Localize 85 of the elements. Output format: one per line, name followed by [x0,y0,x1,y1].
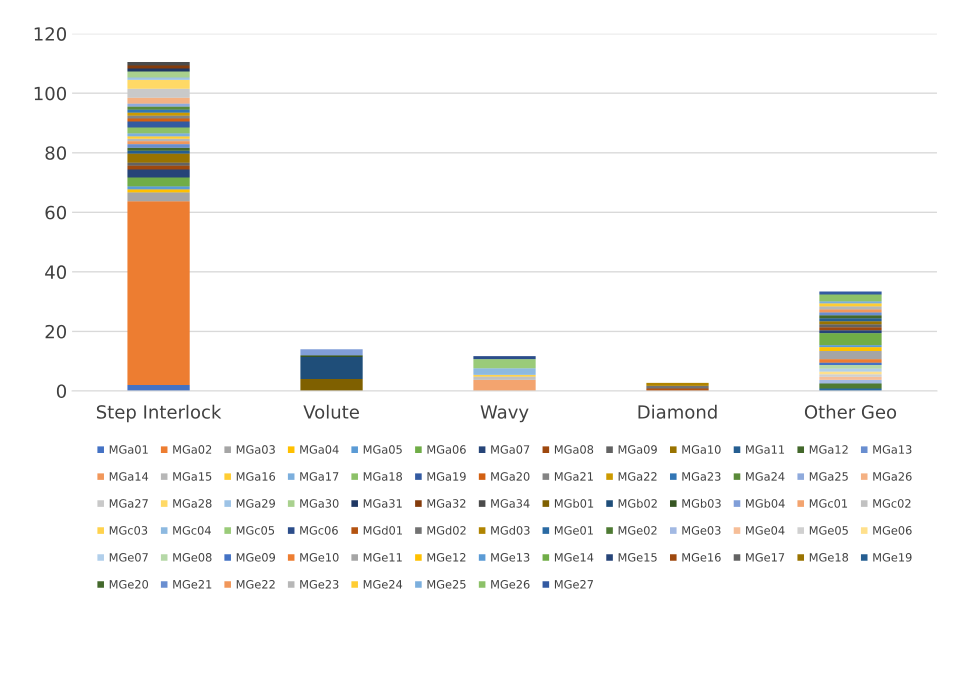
legend-label: MGe14 [554,553,594,562]
legend-label: MGa18 [364,472,402,481]
legend-label: MGe17 [746,553,784,562]
legend-label: MGa01 [110,445,148,454]
legend-label: MGc03 [110,526,148,535]
legend-label: MGa22 [618,472,657,481]
legend-label: MGe26 [491,580,530,589]
legend-label: MGe15 [618,553,657,562]
legend-label: MGe25 [427,580,466,589]
y-tick-label: 0 [56,384,66,398]
x-tick-label: Volute [303,404,359,419]
legend-label: MGa24 [746,472,784,481]
legend-label: MGe19 [873,553,912,562]
legend-label: MGe13 [491,553,530,562]
legend-label: MGe16 [682,553,721,562]
legend-label: MGa14 [110,472,148,481]
legend-label: MGa32 [427,499,466,508]
y-tick-label: 40 [45,265,66,279]
legend-label: MGa19 [427,472,466,481]
legend-label: MGd03 [491,526,530,535]
legend-label: MGa04 [300,445,339,454]
legend-label: MGe01 [554,526,593,535]
legend-label: MGa13 [873,445,912,454]
legend-label: MGe07 [110,553,148,562]
legend-label: MGb03 [682,498,721,508]
legend-label: MGa02 [173,445,212,454]
legend-label: MGe06 [873,526,912,535]
legend-label: MGa07 [491,445,530,454]
y-tick-label: 60 [46,206,66,220]
legend-label: MGa17 [300,472,338,481]
legend-label: MGe18 [810,553,848,562]
y-tick-label: 20 [46,324,66,338]
legend-label: MGc04 [173,526,211,535]
legend-label: MGd02 [427,526,466,535]
legend-label: MGa15 [173,472,212,481]
legend-label: MGa27 [110,499,148,508]
legend-label: MGb02 [618,498,657,508]
legend-label: MGe24 [364,580,402,589]
legend-label: MGa28 [173,499,212,508]
y-tick-label: 80 [45,146,66,160]
x-tick-label: Step Interlock [96,404,222,422]
legend-label: MGe11 [364,553,402,562]
legend-label: MGa08 [554,445,594,454]
legend-label: MGe09 [236,553,276,562]
legend-label: MGa16 [236,472,276,481]
legend-label: MGa10 [682,445,721,454]
legend-label: MGe04 [746,526,784,535]
legend-label: MGa26 [873,472,912,481]
legend-label: MGc01 [810,499,848,508]
legend-label: MGe10 [300,553,339,562]
x-tick-label: Wavy [480,405,529,422]
y-tick-label: 120 [34,27,66,41]
legend-label: MGe21 [173,580,212,589]
legend-label: MGc02 [873,499,910,508]
legend-label: MGe27 [554,580,593,589]
legend-label: MGa25 [810,472,848,481]
legend-label: MGc06 [300,526,338,535]
legend-label: MGe02 [618,526,657,535]
legend-label: MGa23 [682,472,720,481]
legend-label: MGb01 [554,498,594,508]
legend-label: MGc05 [236,526,274,535]
x-tick-label: Diamond [638,404,717,419]
legend-label: MGd01 [364,526,402,535]
legend-label: MGa09 [618,445,657,454]
legend-label: MGe08 [173,553,212,562]
legend-label: MGa31 [364,499,402,508]
legend-label: MGe23 [300,580,338,589]
legend-label: MGa34 [491,499,530,508]
y-tick-label: 100 [34,86,66,100]
legend-label: MGb04 [746,498,785,508]
legend-label: MGe03 [682,526,720,535]
legend-label: MGa21 [554,472,593,481]
legend-label: MGa03 [236,445,275,454]
legend-label: MGa11 [746,445,784,454]
x-tick-label: Other Geo [804,404,896,419]
legend-label: MGa29 [236,499,275,508]
legend-label: MGe05 [810,526,848,535]
legend-label: MGe12 [427,553,466,562]
legend-label: MGa30 [300,499,339,508]
legend-label: MGa06 [427,445,466,454]
legend-label: MGe22 [236,580,275,589]
legend-label: MGe20 [110,580,148,589]
legend-label: MGa12 [810,445,848,454]
legend-label: MGa20 [491,472,530,481]
legend-label: MGa05 [364,445,402,454]
